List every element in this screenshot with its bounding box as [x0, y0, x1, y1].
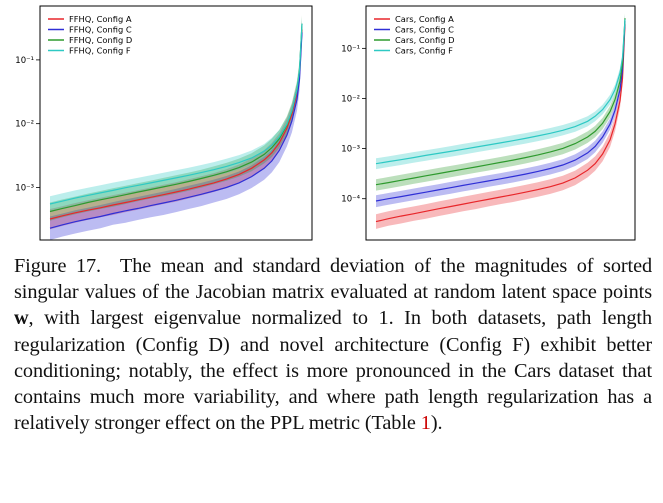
cars-line-3	[375, 19, 626, 165]
cars-line-0	[375, 24, 626, 223]
ffhq-band-1	[50, 21, 302, 240]
cars-legend-label-3: Cars, Config F	[395, 46, 453, 56]
ffhq-legend-label-1: FFHQ, Config C	[69, 25, 132, 35]
ffhq-ytick-label-0: 10⁻¹	[15, 56, 34, 66]
caption-text-part2: , with largest eigenvalue normalized to …	[14, 307, 652, 435]
caption-text-end: ).	[430, 412, 443, 435]
ffhq-plot-frame	[39, 5, 313, 241]
cars-legend-label-0: Cars, Config A	[395, 14, 454, 24]
ffhq-line-3	[49, 23, 303, 205]
cars-ytick-label-0: 10⁻¹	[341, 44, 360, 54]
cars-line-1	[375, 21, 626, 202]
ffhq-band-0	[50, 20, 302, 230]
cars-legend-label-2: Cars, Config D	[395, 35, 455, 45]
caption-figure-label: Figure 17.	[14, 255, 102, 277]
cars-plot-frame	[365, 5, 636, 241]
ffhq-band-2	[50, 15, 302, 221]
cars-band-2	[376, 13, 625, 191]
caption-w-symbol: w	[14, 307, 29, 330]
cars-line-2	[375, 18, 626, 186]
ffhq-legend-label-0: FFHQ, Config A	[69, 14, 132, 24]
cars-ytick-label-1: 10⁻²	[341, 94, 360, 104]
ffhq-ytick-label-2: 10⁻³	[15, 183, 34, 193]
ffhq-ytick-label-1: 10⁻²	[15, 120, 34, 130]
caption-table-ref-link[interactable]: 1	[420, 412, 431, 435]
caption-text-part1: The mean and standard deviation of the m…	[14, 255, 653, 304]
ffhq-legend-label-3: FFHQ, Config F	[69, 46, 131, 56]
ffhq-legend-label-2: FFHQ, Config D	[69, 35, 132, 45]
ffhq-line-1	[49, 32, 303, 229]
cars-ytick-label-2: 10⁻³	[341, 145, 360, 155]
ffhq-line-0	[49, 29, 303, 220]
cars-band-0	[376, 17, 625, 229]
figure-caption: Figure 17. The mean and standard deviati…	[14, 253, 652, 436]
cars-legend-label-1: Cars, Config C	[395, 25, 454, 35]
cars-ytick-label-3: 10⁻⁴	[341, 195, 360, 205]
